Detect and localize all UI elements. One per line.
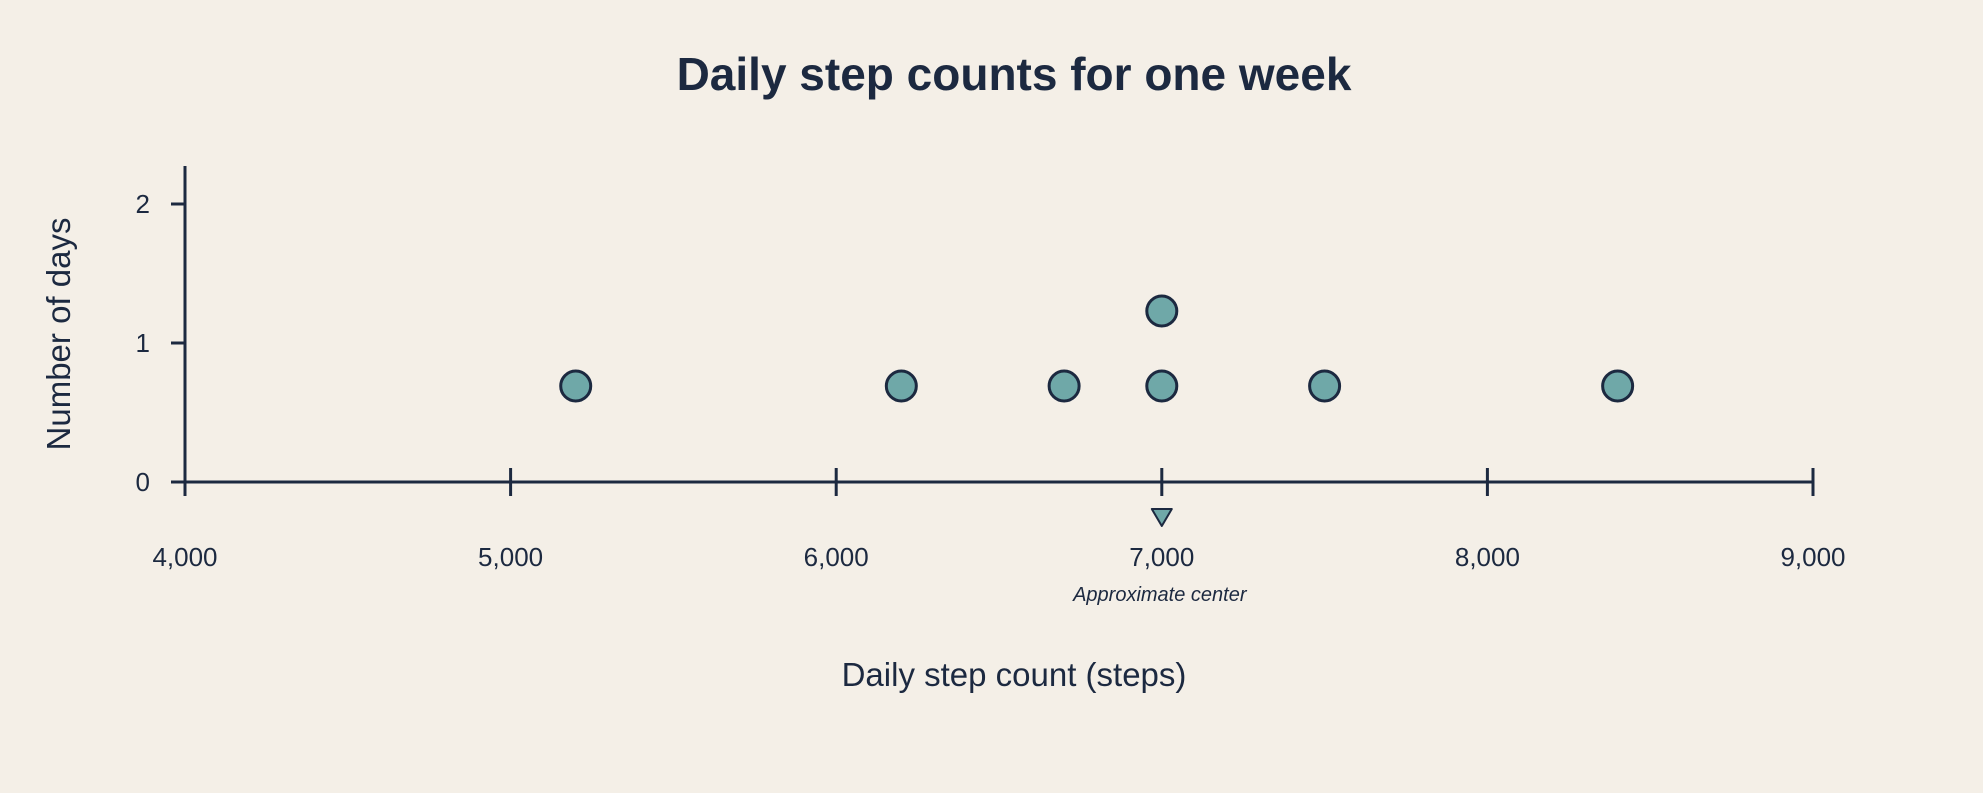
x-tick-label: 8,000: [1455, 542, 1520, 572]
data-point-dot: [1601, 369, 1635, 403]
center-annotation-label: Approximate center: [1072, 584, 1248, 606]
y-tick-label: 2: [136, 189, 150, 219]
chart-title: Daily step counts for one week: [677, 48, 1352, 100]
y-axis-ticks: 0 1 2: [136, 189, 185, 497]
x-tick-label: 4,000: [152, 542, 217, 572]
data-point-dot: [1145, 294, 1179, 328]
y-tick-label: 1: [136, 328, 150, 358]
data-point-dot: [1047, 369, 1081, 403]
data-point-dot: [1145, 369, 1179, 403]
x-axis-label: Daily step count (steps): [842, 656, 1187, 693]
x-tick-label: 7,000: [1129, 542, 1194, 572]
data-points: [559, 294, 1635, 403]
y-axis-label: Number of days: [40, 218, 77, 451]
center-annotation: Approximate center: [1072, 508, 1248, 606]
x-tick-label: 5,000: [478, 542, 543, 572]
x-tick-label: 9,000: [1780, 542, 1845, 572]
data-point-dot: [884, 369, 918, 403]
x-tick-label: 6,000: [804, 542, 869, 572]
y-tick-label: 0: [136, 467, 150, 497]
data-point-dot: [559, 369, 593, 403]
data-point-dot: [1308, 369, 1342, 403]
center-triangle-icon: [1150, 508, 1173, 527]
x-axis-ticks: 4,000 5,000 6,000 7,000 8,000 9,000: [152, 468, 1846, 572]
